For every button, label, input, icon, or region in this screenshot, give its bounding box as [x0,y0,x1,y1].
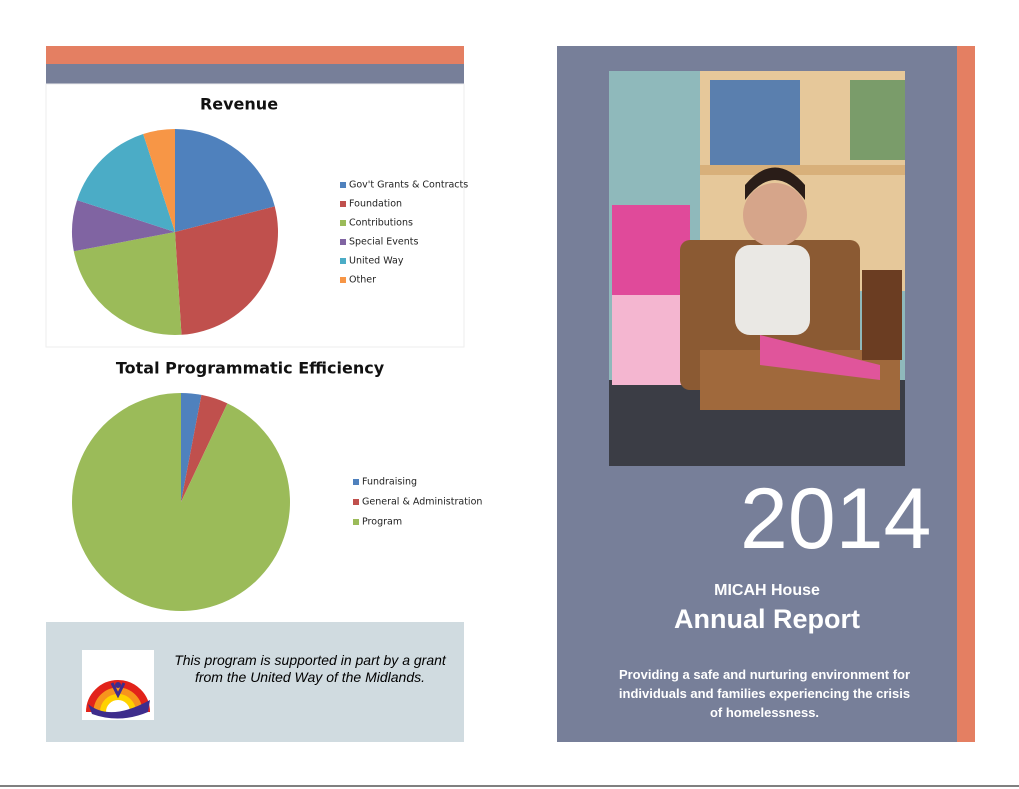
legend-swatch [353,479,359,485]
legend-swatch [340,201,346,207]
pie-slice [72,200,175,252]
pie-slice [73,232,182,335]
legend-label: Fundraising [362,477,417,488]
cover-title: Annual Report [674,604,860,634]
legend-swatch [340,239,346,245]
chart-title: Total Programmatic Efficiency [116,359,385,378]
cover-tagline: Providing a safe and nurturing environme… [618,667,911,720]
legend-swatch [340,220,346,226]
pie-slice [143,129,175,232]
cover-accent [957,46,975,742]
legend-label: United Way [349,256,404,267]
legend-label: Foundation [349,199,402,210]
united-way-logo [82,650,154,720]
chart-title: Revenue [200,95,278,114]
legend-swatch [340,277,346,283]
cover-year: 2014 [740,471,932,567]
pie-slice [77,134,175,232]
legend-swatch [353,499,359,505]
slate-bar [46,64,464,84]
cover-organization: MICAH House [714,582,820,599]
legend-label: Program [362,517,402,528]
legend-label: General & Administration [362,497,482,508]
pie-slice [175,206,278,335]
legend-swatch [353,519,359,525]
pie-slice [181,394,228,502]
pie-slice [72,393,291,611]
cover-photo [609,71,905,466]
legend-label: Gov't Grants & Contracts [349,180,468,191]
legend-swatch [340,258,346,264]
legend-label: Contributions [349,218,413,229]
legend-label: Special Events [349,237,418,248]
pie-slice [175,129,275,232]
pie-slice [181,393,202,502]
notice-text: This program is supported in part by a g… [174,652,446,685]
legend-swatch [340,182,346,188]
accent-bar [46,46,464,64]
legend-label: Other [349,275,376,286]
